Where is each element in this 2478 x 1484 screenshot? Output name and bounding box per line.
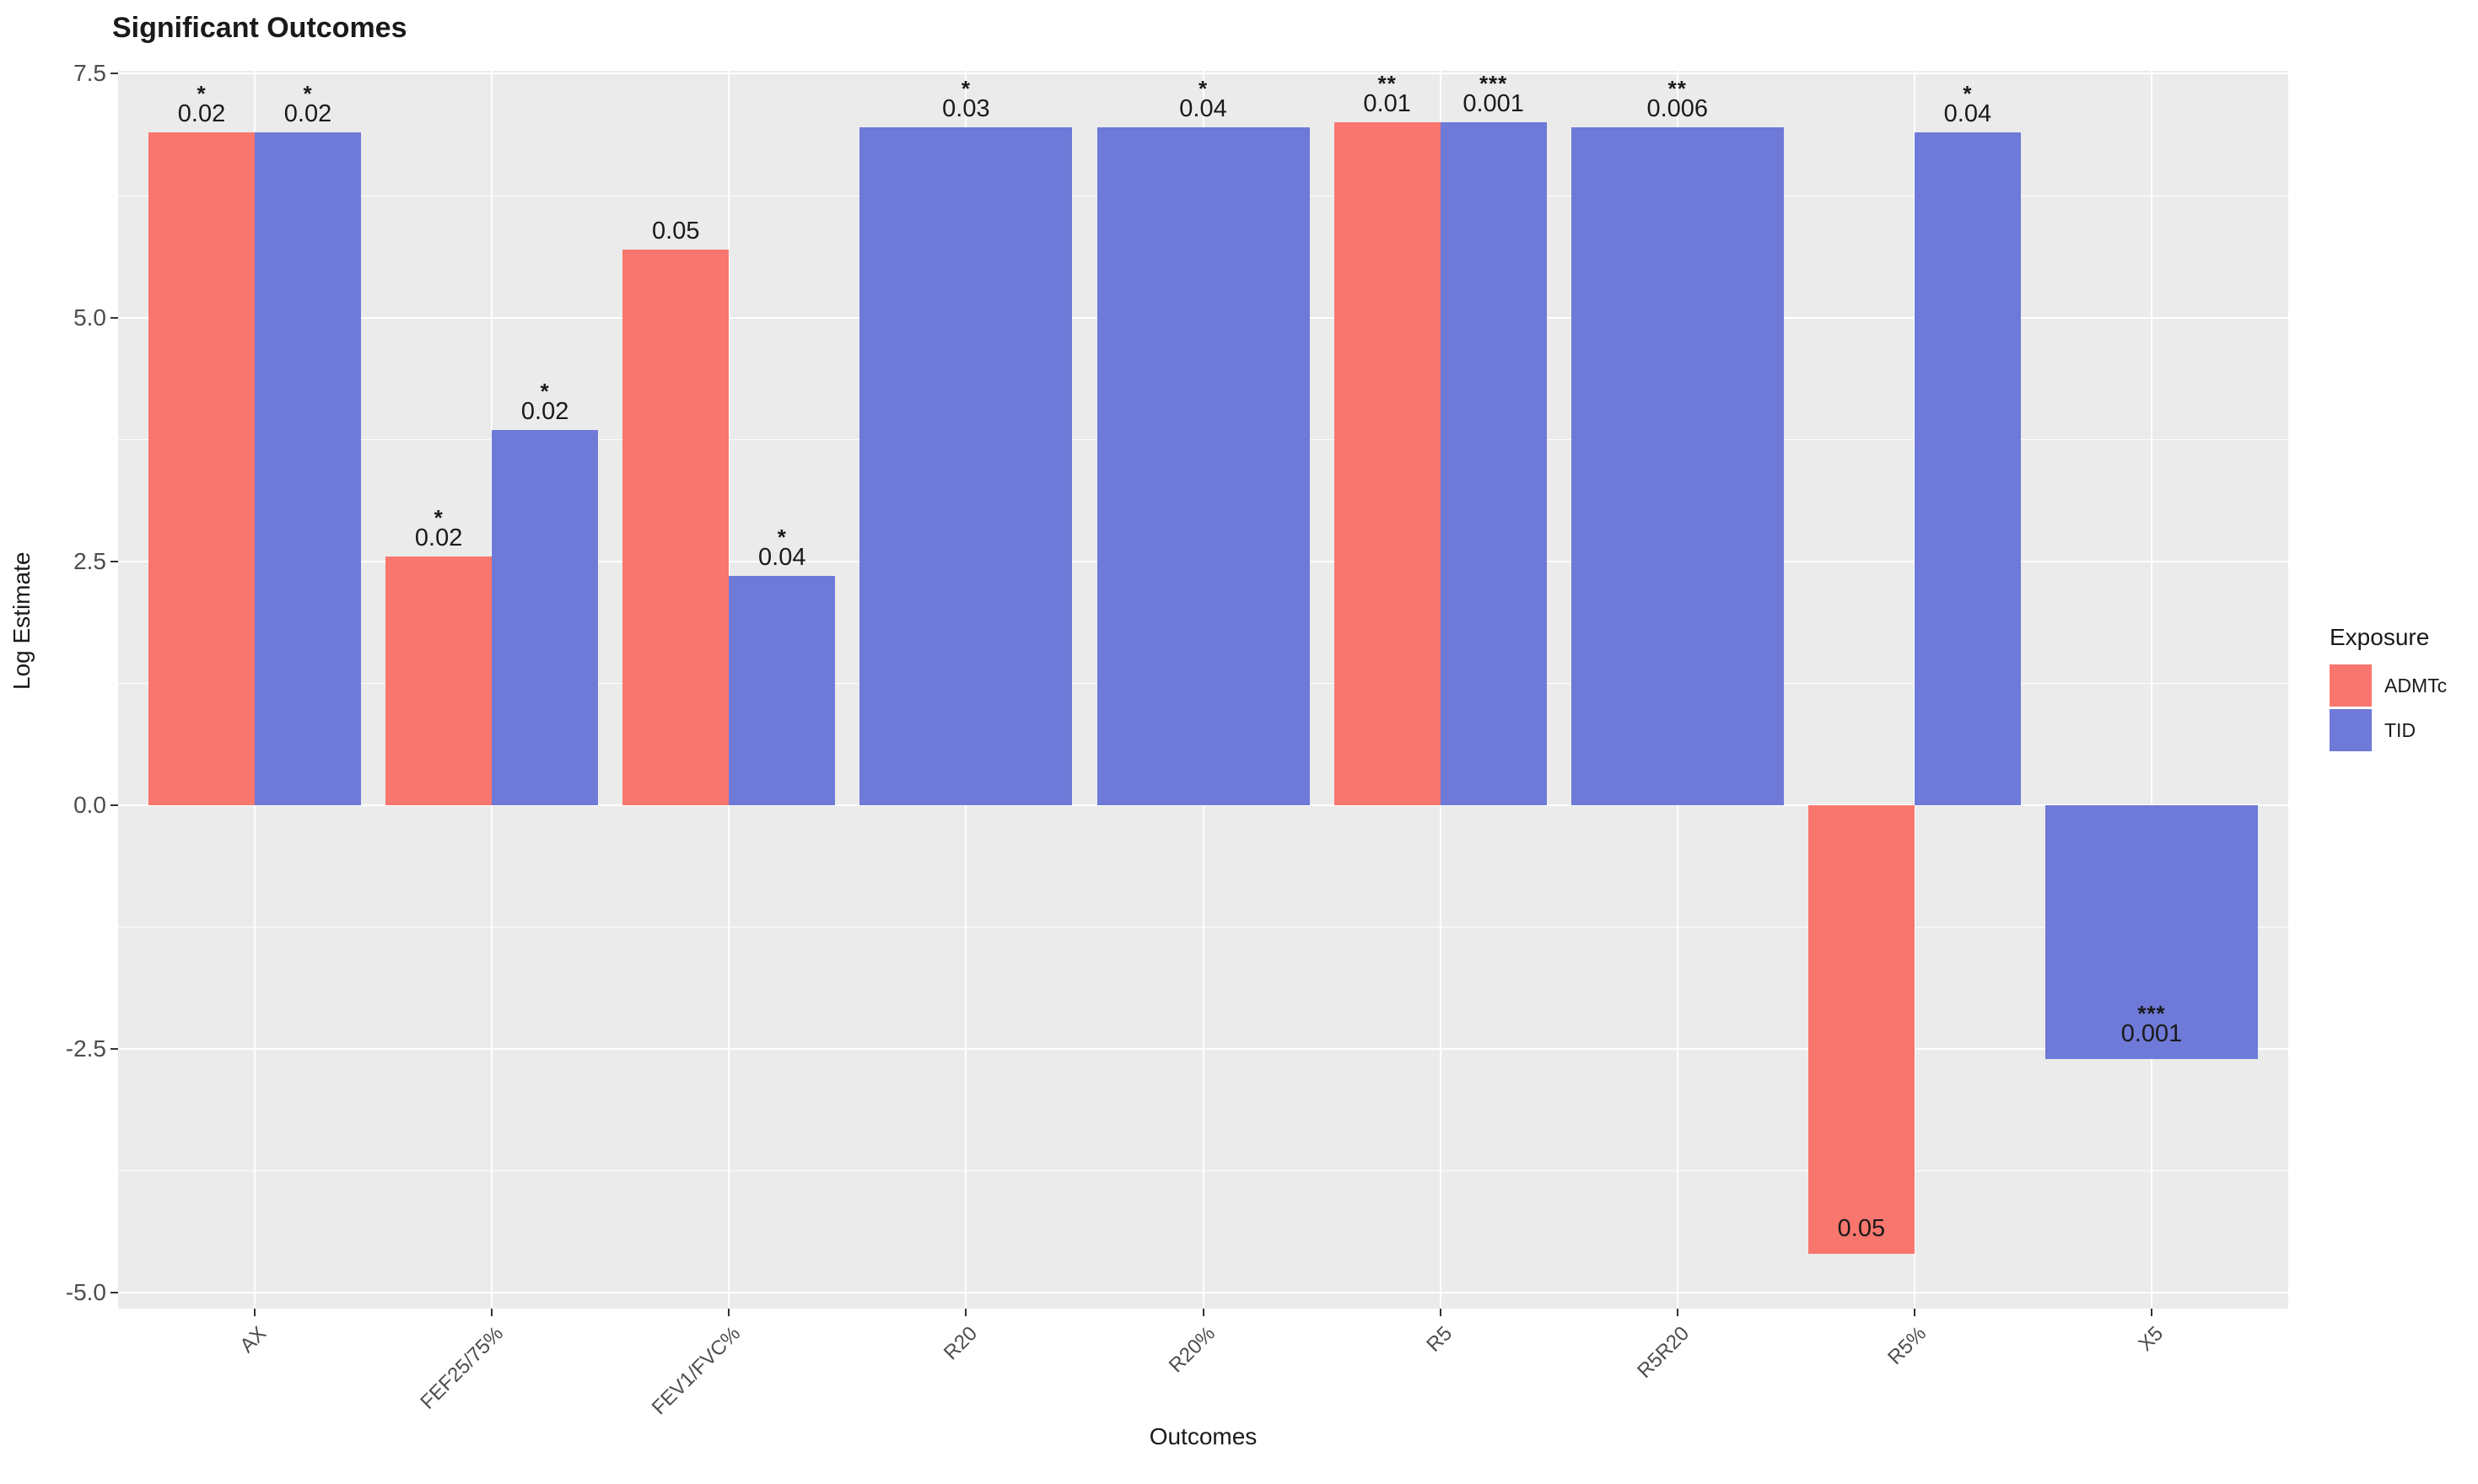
legend-label-admtc: ADMTc <box>2384 674 2448 696</box>
bar-tid-0 <box>255 132 361 806</box>
legend-swatch-admtc <box>2330 664 2372 707</box>
p-value-label: 0.001 <box>1463 90 1524 118</box>
x-tick-label-5: R5 <box>1421 1322 1457 1357</box>
x-tick-label-4: R20% <box>1164 1322 1220 1378</box>
bar-label-admtc-7: 0.05 <box>1777 1215 1946 1242</box>
x-tick-mark <box>1202 1309 1204 1316</box>
p-value-label: 0.03 <box>942 95 990 123</box>
legend-item-tid: TID <box>2330 709 2447 751</box>
bar-label-tid-6: ** 0.006 <box>1593 76 1762 123</box>
x-tick-mark <box>491 1309 493 1316</box>
bar-label-tid-0: * 0.02 <box>224 80 392 127</box>
p-value-label: 0.04 <box>1179 95 1227 123</box>
x-tick-label-7: R5% <box>1883 1322 1931 1369</box>
y-tick-label: -5.0 <box>65 1279 106 1306</box>
x-tick-mark <box>1913 1309 1915 1316</box>
significance-stars: * <box>777 524 787 551</box>
y-tick-label: 2.5 <box>73 547 106 574</box>
significance-stars: ** <box>1667 76 1687 102</box>
y-tick-mark <box>110 560 118 562</box>
bar-label-tid-8: *** 0.001 <box>2067 1000 2236 1047</box>
significance-stars: *** <box>1479 71 1508 97</box>
bar-admtc-1 <box>385 556 493 806</box>
bar-tid-3 <box>859 127 1073 806</box>
y-tick-label: 5.0 <box>73 304 106 331</box>
x-tick-mark <box>254 1309 256 1316</box>
x-tick-label-3: R20 <box>940 1322 983 1365</box>
significance-stars: * <box>1963 80 1973 106</box>
bar-tid-1 <box>492 429 599 806</box>
bar-tid-6 <box>1570 127 1784 806</box>
bar-label-tid-7: * 0.04 <box>1883 80 2052 127</box>
y-tick-mark <box>110 73 118 75</box>
p-value-label: 0.02 <box>177 99 226 127</box>
x-tick-mark <box>965 1309 967 1316</box>
x-tick-mark <box>1676 1309 1678 1316</box>
plot-panel: * 0.02 * 0.02 * 0.02 * 0.02 0.05 * 0.04 * 0.03 * 0.04 *… <box>118 71 2288 1309</box>
y-tick-mark <box>110 1048 118 1051</box>
major-gridline-v <box>2151 71 2152 1309</box>
p-value-label: 0.04 <box>758 544 806 572</box>
p-value-label: 0.02 <box>414 524 463 552</box>
bar-label-admtc-5: ** 0.01 <box>1303 71 1472 118</box>
x-tick-label-0: AX <box>235 1322 272 1358</box>
x-tick-label-1: FEF25/75% <box>416 1322 509 1414</box>
bar-tid-4 <box>1096 127 1310 806</box>
bar-label-tid-2: * 0.04 <box>698 524 866 572</box>
p-value-label: 0.04 <box>1943 99 1992 127</box>
legend: Exposure ADMTc TID <box>2330 624 2447 754</box>
significance-stars: ** <box>1377 71 1397 97</box>
bar-tid-8 <box>2045 805 2258 1059</box>
legend-label-tid: TID <box>2384 718 2416 741</box>
bar-tid-5 <box>1440 122 1547 806</box>
bar-tid-2 <box>729 576 836 806</box>
p-value-label: 0.02 <box>283 99 332 127</box>
bar-label-admtc-1: * 0.02 <box>354 505 523 552</box>
x-axis-title: Outcomes <box>1149 1423 1258 1449</box>
legend-swatch-tid <box>2330 709 2372 751</box>
y-tick-mark <box>110 1292 118 1294</box>
p-value-label: 0.006 <box>1646 95 1709 123</box>
legend-title: Exposure <box>2330 624 2430 650</box>
significance-stars: * <box>197 80 207 106</box>
y-tick-mark <box>110 316 118 319</box>
y-tick-mark <box>110 804 118 807</box>
x-tick-label-2: FEV1/FVC% <box>648 1322 746 1420</box>
significance-stars: * <box>434 505 444 531</box>
bar-label-tid-3: * 0.03 <box>881 76 1050 123</box>
x-tick-mark <box>728 1309 730 1316</box>
bar-label-admtc-2: 0.05 <box>591 218 760 245</box>
p-value-label: 0.05 <box>1837 1215 1886 1243</box>
bar-label-tid-5: *** 0.001 <box>1409 71 1578 118</box>
bar-admtc-5 <box>1333 122 1441 806</box>
significance-stars: *** <box>2137 1000 2166 1026</box>
bar-label-tid-1: * 0.02 <box>461 378 629 425</box>
bar-label-admtc-0: * 0.02 <box>117 80 286 127</box>
x-tick-mark <box>2151 1309 2152 1316</box>
y-tick-label: 0.0 <box>73 792 106 819</box>
y-tick-label: 7.5 <box>73 60 106 87</box>
significance-stars: * <box>961 76 971 102</box>
chart-title: Significant Outcomes <box>112 12 407 44</box>
bar-tid-7 <box>1914 132 2021 806</box>
bar-admtc-2 <box>622 249 730 806</box>
bar-label-tid-4: * 0.04 <box>1119 76 1288 123</box>
x-tick-label-8: X5 <box>2134 1322 2168 1356</box>
p-value-label: 0.02 <box>520 397 569 425</box>
x-tick-label-6: R5R20 <box>1632 1322 1694 1383</box>
legend-item-admtc: ADMTc <box>2330 664 2447 707</box>
y-tick-label: -2.5 <box>65 1035 106 1062</box>
x-tick-mark <box>1439 1309 1441 1316</box>
significance-stars: * <box>1198 76 1209 102</box>
p-value-label: 0.001 <box>2120 1019 2183 1047</box>
bar-admtc-7 <box>1807 805 1915 1255</box>
significance-stars: * <box>540 378 550 404</box>
bar-admtc-0 <box>148 132 255 806</box>
p-value-label: 0.05 <box>652 217 700 245</box>
p-value-label: 0.01 <box>1363 90 1411 118</box>
significance-stars: * <box>303 80 313 106</box>
